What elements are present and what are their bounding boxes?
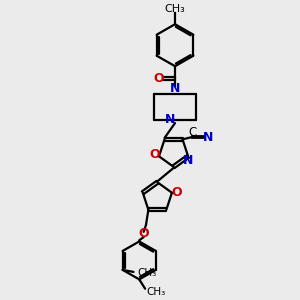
Text: CH₃: CH₃: [165, 4, 185, 14]
Text: O: O: [172, 186, 182, 199]
Text: O: O: [138, 226, 149, 239]
Text: C: C: [188, 126, 197, 139]
Text: O: O: [150, 148, 160, 161]
Text: CH₃: CH₃: [137, 268, 157, 278]
Text: O: O: [153, 72, 164, 85]
Text: N: N: [164, 113, 175, 126]
Text: CH₃: CH₃: [147, 286, 166, 297]
Text: N: N: [170, 82, 180, 94]
Text: N: N: [203, 130, 213, 143]
Text: N: N: [183, 154, 193, 166]
